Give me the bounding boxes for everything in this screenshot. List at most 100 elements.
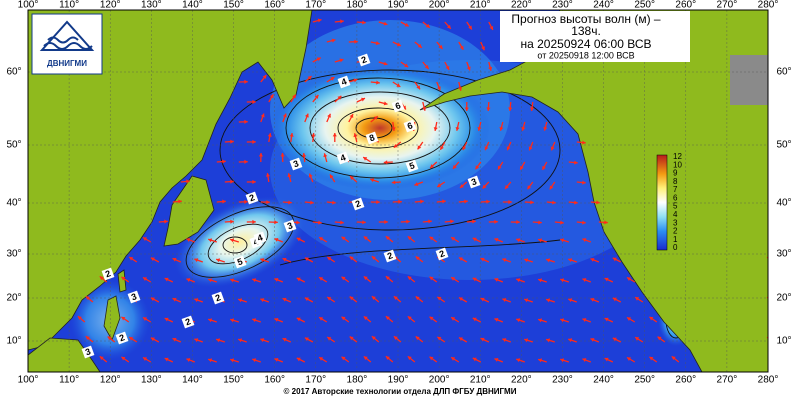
arrow-head	[657, 336, 662, 341]
wind-arrow	[488, 219, 498, 224]
wind-arrow	[142, 236, 152, 243]
latitude-label: 50°	[776, 140, 791, 151]
wind-arrow	[462, 141, 468, 151]
wind-arrow	[494, 278, 504, 283]
wind-arrow	[508, 101, 513, 112]
arrow-head	[538, 220, 542, 225]
arrow-head	[363, 236, 368, 241]
colorbar-label: 7	[673, 185, 678, 194]
wind-arrow	[258, 152, 263, 163]
wind-arrow	[422, 101, 427, 111]
arrow-head	[77, 316, 82, 320]
contour-label: 8	[368, 132, 376, 143]
arrow-head	[282, 297, 287, 302]
contour-label: 5	[408, 160, 416, 171]
colorbar-label: 2	[673, 227, 678, 236]
arrow-head	[230, 139, 234, 144]
wind-arrow	[392, 199, 402, 204]
wind-arrow	[414, 41, 423, 49]
wind-arrow	[287, 173, 292, 183]
arrow-head	[280, 153, 285, 157]
wind-arrow	[458, 336, 468, 343]
wind-arrow	[238, 79, 248, 84]
wind-arrow	[348, 78, 358, 83]
colorbar-label: 3	[673, 218, 678, 227]
wind-arrow	[341, 356, 350, 363]
contour-label-bg	[403, 119, 417, 133]
arrow-head	[780, 220, 784, 224]
arrow-head	[407, 236, 412, 241]
arrow-head	[406, 219, 410, 224]
colorbar-label: 5	[673, 202, 678, 211]
wind-arrow	[370, 178, 380, 183]
wind-arrow	[649, 356, 658, 363]
graticule	[28, 10, 768, 372]
wind-arrow	[568, 298, 578, 303]
arrow-head	[486, 107, 491, 111]
wind-arrow	[671, 355, 680, 363]
longitude-label: 130°	[141, 375, 162, 386]
arrow-head	[258, 153, 263, 157]
contour-label: 2	[386, 250, 394, 261]
wind-arrow	[268, 93, 274, 103]
wind-arrow	[414, 181, 424, 186]
wind-arrow	[348, 113, 354, 123]
arrow-head	[422, 106, 427, 111]
footer: © 2017 Авторские технологии отдела ДЛП Ф…	[284, 387, 517, 396]
colorbar-label: 8	[673, 177, 678, 186]
wind-arrow	[475, 161, 482, 170]
longitude-label: 270°	[717, 0, 738, 11]
wind-arrow	[612, 297, 622, 303]
arrow-head	[494, 318, 499, 322]
arrow-head	[319, 317, 324, 321]
arrow-head	[604, 317, 609, 322]
arrow-head	[354, 39, 358, 44]
wind-arrow	[280, 152, 285, 163]
wind-arrow	[497, 161, 504, 170]
wind-arrow	[230, 278, 239, 283]
arrow-head	[318, 220, 322, 225]
longitude-label: 160°	[264, 0, 285, 11]
arrow-head	[649, 316, 654, 321]
wind-arrow	[260, 74, 267, 83]
wind-arrow	[546, 298, 555, 303]
arrow-head	[458, 337, 463, 342]
wind-arrow	[488, 21, 494, 31]
wind-arrow	[312, 18, 322, 23]
contour-label-bg	[283, 219, 297, 233]
longitude-label: 260°	[675, 375, 696, 386]
arrow-head	[450, 219, 454, 224]
wind-arrow	[349, 336, 358, 343]
wind-arrow	[455, 121, 460, 131]
arrow-head	[484, 146, 489, 151]
logo-waves	[43, 36, 93, 50]
arrow-head	[437, 183, 442, 187]
arrow-head	[363, 276, 368, 281]
wind-arrow	[576, 220, 586, 225]
longitude-label: 280°	[758, 375, 779, 386]
title-background	[500, 11, 690, 62]
wind-arrow	[172, 337, 182, 343]
arrow-head	[216, 338, 221, 343]
wind-arrow	[172, 297, 182, 303]
arrow-head	[604, 357, 609, 362]
colorbar-label: 4	[673, 210, 678, 219]
arrow-head	[560, 318, 565, 323]
arrow-head	[186, 278, 191, 282]
wind-arrow	[634, 336, 644, 343]
arrow-head	[416, 85, 421, 90]
arrow-head	[222, 159, 226, 164]
wind-arrow	[472, 317, 482, 323]
wind-arrow	[268, 220, 278, 225]
wind-arrow	[546, 258, 555, 263]
wind-arrow	[538, 238, 547, 243]
arrow-head	[304, 297, 309, 302]
wind-arrow	[246, 179, 256, 184]
wind-arrow	[775, 60, 784, 64]
wind-arrow	[363, 275, 372, 283]
wind-arrow	[775, 20, 784, 24]
contour-label: 6	[406, 120, 414, 131]
arrow-head	[363, 316, 368, 321]
